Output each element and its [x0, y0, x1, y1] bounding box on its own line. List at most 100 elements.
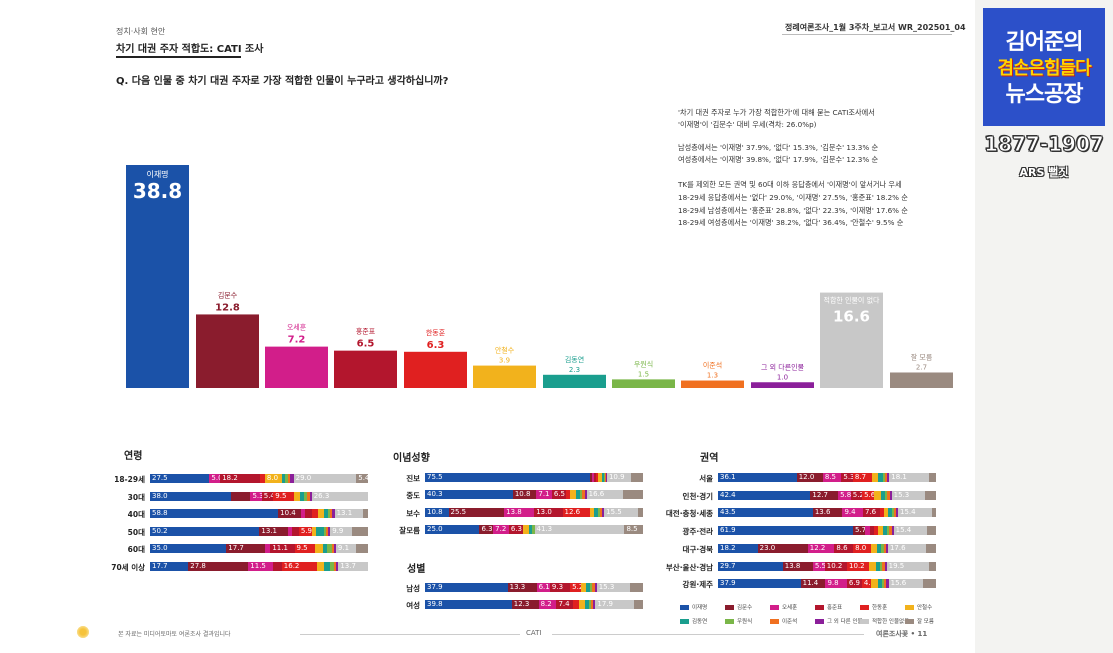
segment-한동훈 — [259, 474, 265, 483]
segment-홍준표: 8.6 — [834, 543, 854, 553]
bar-7 — [543, 374, 606, 388]
breakdown-3-row-label: 남성 — [406, 584, 420, 593]
segment-오세훈 — [264, 544, 271, 553]
bar-label-7: 김동연 — [565, 356, 584, 364]
bar-label-2: 김문수 — [218, 291, 238, 299]
bar-label-12: 잘 모름 — [911, 353, 933, 361]
segment-잘 모름 — [922, 579, 936, 589]
legend-label: 한동훈 — [872, 605, 888, 611]
segment-이준석 — [591, 600, 594, 609]
segment-한동훈: 9.5 — [294, 544, 316, 553]
segment-value: 6.9 — [848, 579, 860, 588]
segment-김문수: 10.8 — [512, 490, 537, 500]
legend-label: 적합한 인물없음 — [872, 619, 910, 625]
segment-우원식 — [588, 600, 592, 609]
summary-note-1: '차기 대권 주자로 누가 가장 적합한가'에 대해 묻는 CATI조사에서 — [678, 108, 875, 117]
segment-value: 5.6 — [864, 490, 876, 499]
legend-item-11: 적합한 인물없음 — [860, 617, 909, 625]
segment-한동훈: 5.9 — [298, 526, 312, 536]
bar-value-12: 2.7 — [916, 363, 927, 371]
segment-안철수 — [871, 579, 878, 589]
segment-이준석 — [325, 526, 329, 536]
segment-value: 11.5 — [250, 561, 266, 570]
breakdown-1-row-label: 60대 — [127, 545, 145, 554]
segment-적합한 인물없음: 15.4 — [898, 508, 932, 518]
breakdown-4-row-label: 강원·제주 — [682, 580, 713, 590]
segment-그 외 다른 인물 — [309, 491, 312, 501]
legend-swatch — [725, 604, 734, 610]
segment-value: 9.5 — [275, 491, 287, 500]
segment-이준석 — [884, 579, 887, 589]
breakdown-4-row-label: 부산·울산·경남 — [665, 562, 713, 572]
segment-그 외 다른 인물 — [601, 507, 605, 517]
segment-value: 13.0 — [536, 507, 552, 516]
segment-value: 50.2 — [152, 526, 168, 535]
segment-김문수: 13.6 — [812, 508, 843, 518]
segment-한동훈: 10.2 — [847, 561, 870, 571]
segment-이재명: 75.5 — [425, 473, 590, 482]
segment-적합한 인물없음: 41.3 — [534, 524, 625, 534]
segment-홍준표: 6.5 — [551, 490, 566, 500]
segment-오세훈: 9.8 — [825, 579, 847, 589]
summary-note-5: TK를 제외한 모든 권역 및 60대 이하 응답층에서 '이재명'이 앞서거나… — [678, 180, 902, 189]
legend-swatch — [905, 618, 914, 624]
segment-적합한 인물없음: 19.5 — [886, 561, 930, 571]
survey-question: Q. 다음 인물 중 차기 대권 주자로 가장 적합한 인물이 누구라고 생각하… — [116, 76, 449, 87]
segment-value: 13.1 — [336, 509, 353, 517]
segment-그 외 다른 인물 — [333, 544, 336, 553]
segment-김동연 — [584, 600, 589, 609]
segment-value: 5.9 — [300, 526, 312, 535]
segment-잘 모름 — [630, 473, 643, 482]
segment-우원식 — [887, 526, 890, 536]
segment-이준석 — [307, 491, 310, 501]
segment-value: 7.2 — [495, 524, 507, 533]
segment-잘 모름 — [634, 600, 643, 609]
breakdown-2-row-4: 25.0 6.3 7.2 6.3 41.3 8.5 — [425, 524, 643, 534]
segment-value: 15.4 — [900, 508, 916, 517]
segment-잘 모름 — [925, 490, 936, 500]
segment-김동연 — [880, 490, 886, 500]
segment-이준석 — [331, 544, 334, 553]
breakdown-4-row-label: 광주·전라 — [682, 527, 713, 537]
segment-김문수: 13.8 — [782, 561, 813, 571]
legend-swatch — [815, 618, 824, 624]
segment-value: 5.4 — [263, 491, 275, 500]
segment-이재명: 43.5 — [718, 508, 813, 518]
segment-적합한 인물없음: 18.1 — [889, 473, 929, 482]
breakdown-1-row-label: 40대 — [127, 510, 145, 519]
bar-9 — [681, 380, 744, 388]
breakdown-1-row-label: 70세 이상 — [111, 562, 145, 572]
segment-김동연 — [601, 473, 604, 482]
segment-안철수 — [878, 526, 883, 536]
segment-value: 9.8 — [827, 579, 839, 588]
segment-적합한 인물없음: 15.6 — [888, 579, 923, 589]
segment-value: 37.9 — [720, 579, 736, 588]
segment-잘 모름 — [630, 583, 643, 592]
segment-value: 27.5 — [152, 474, 168, 482]
segment-김문수: 13.3 — [507, 583, 537, 592]
segment-value: 18.1 — [891, 473, 907, 481]
segment-value: 6.3 — [481, 524, 493, 533]
segment-한동훈: 5.6 — [862, 490, 876, 500]
segment-안철수 — [874, 490, 881, 500]
segment-value: 8.2 — [540, 600, 552, 608]
segment-value: 6.5 — [553, 490, 565, 499]
segment-그 외 다른 인물 — [593, 600, 596, 609]
breakdown-1-row-label: 50대 — [127, 527, 145, 537]
segment-이준석 — [334, 561, 337, 571]
legend-label: 이준석 — [782, 619, 798, 625]
bar-label-10: 그 외 다른인물 — [761, 362, 805, 371]
segment-value: 13.1 — [261, 526, 278, 535]
legend-item-8: 우원식 — [725, 617, 752, 625]
segment-적합한 인물없음: 26.3 — [311, 491, 368, 501]
segment-오세훈 — [591, 473, 594, 482]
segment-오세훈: 8.2 — [538, 600, 557, 609]
bar-11 — [820, 292, 883, 388]
segment-한동훈 — [874, 526, 879, 536]
segment-김문수: 25.5 — [448, 507, 505, 517]
legend-label: 우원식 — [737, 619, 753, 625]
segment-그 외 다른 인물 — [332, 509, 335, 518]
segment-김동연 — [877, 579, 883, 589]
breakdown-1-row-4: 50.2 13.1 5.9 9.9 — [150, 526, 368, 536]
segment-이준석 — [287, 474, 291, 483]
